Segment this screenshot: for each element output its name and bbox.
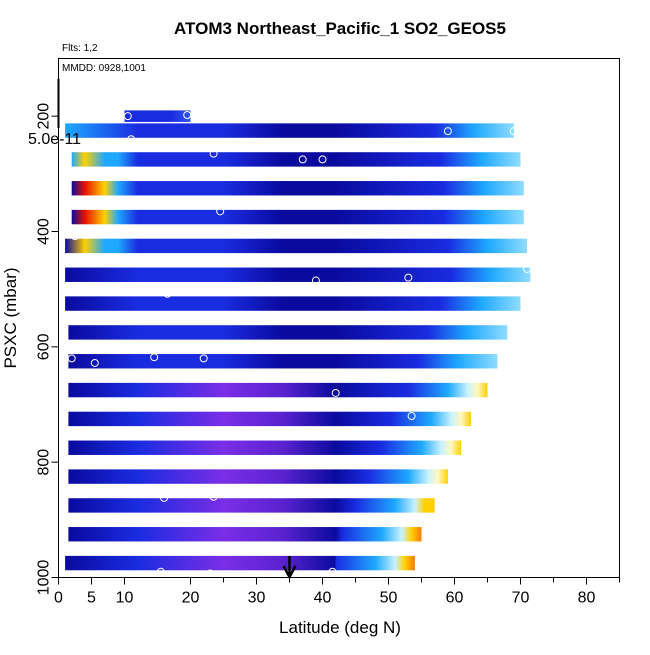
sample-point bbox=[206, 569, 215, 578]
sample-point bbox=[523, 264, 532, 273]
sample-point bbox=[183, 111, 192, 120]
sample-point bbox=[311, 276, 320, 285]
heatmap-row bbox=[65, 123, 514, 138]
heatmap-row bbox=[71, 152, 521, 167]
heatmap-row bbox=[71, 181, 524, 196]
sample-point bbox=[90, 358, 99, 367]
y-tick-label: 600 bbox=[36, 333, 53, 360]
y-axis-label: PSXC (mbar) bbox=[1, 267, 20, 368]
heatmap-row bbox=[68, 498, 435, 513]
plot-area bbox=[65, 110, 531, 571]
heatmap-row bbox=[65, 238, 528, 254]
sample-point bbox=[328, 567, 337, 576]
sample-point bbox=[298, 155, 307, 164]
latitude-marker bbox=[282, 556, 297, 580]
x-tick-label: 50 bbox=[380, 590, 398, 607]
sample-point bbox=[509, 127, 518, 136]
sample-point bbox=[104, 253, 112, 262]
x-tick-label: 30 bbox=[248, 590, 266, 607]
sample-point bbox=[216, 207, 225, 216]
sample-point bbox=[127, 135, 136, 144]
arrow-head bbox=[282, 565, 297, 580]
sample-points bbox=[61, 111, 532, 579]
heatmap-row bbox=[68, 382, 488, 398]
plot-frame bbox=[58, 58, 620, 578]
sample-point bbox=[209, 149, 218, 158]
dates-subtitle: MMDD: 0928,1001 bbox=[62, 63, 146, 74]
sample-point bbox=[196, 227, 205, 236]
x-axis-label: Latitude (deg N) bbox=[279, 618, 401, 637]
sample-point bbox=[325, 282, 334, 291]
x-tick-label: 5 bbox=[87, 590, 96, 607]
sample-point bbox=[67, 354, 76, 363]
sample-point bbox=[443, 127, 452, 136]
flights-subtitle: Flts: 1,2 bbox=[62, 43, 98, 54]
sample-point bbox=[209, 492, 218, 501]
y-tick-label: 400 bbox=[36, 218, 53, 245]
heatmap-row bbox=[65, 555, 415, 571]
x-tick-label: 80 bbox=[578, 590, 596, 607]
heatmap-row bbox=[124, 110, 191, 122]
y-tick-label: 800 bbox=[36, 449, 53, 476]
chart-title: ATOM3 Northeast_Pacific_1 SO2_GEOS5 bbox=[174, 19, 506, 38]
sample-point bbox=[150, 353, 159, 362]
x-tick-label: 10 bbox=[116, 590, 134, 607]
sample-point bbox=[318, 155, 327, 164]
sample-point bbox=[404, 273, 413, 282]
sample-point bbox=[156, 567, 165, 576]
sample-point bbox=[163, 289, 172, 298]
y-tick-label: 1000 bbox=[36, 560, 53, 596]
heatmap-row bbox=[68, 469, 448, 484]
heatmap-row bbox=[65, 296, 521, 311]
heatmap-row bbox=[68, 527, 422, 542]
heatmap-row bbox=[68, 411, 472, 427]
y-tick-label: 200 bbox=[36, 103, 53, 130]
x-tick-label: 60 bbox=[446, 590, 464, 607]
sample-point bbox=[160, 493, 169, 502]
axes: 0 5 10 20 30 40 50 60 70 80 200 400 600 800 1000 bbox=[36, 103, 620, 607]
sample-point bbox=[123, 112, 132, 121]
heatmap-row bbox=[71, 209, 524, 225]
sample-point bbox=[71, 232, 79, 241]
sample-point bbox=[311, 403, 320, 412]
x-tick-label: 20 bbox=[182, 590, 200, 607]
colorbar-max-label: 5.0e-11 bbox=[28, 131, 81, 148]
x-tick-label: 70 bbox=[512, 590, 530, 607]
heatmap-row bbox=[68, 354, 498, 369]
sample-point bbox=[354, 141, 363, 149]
sample-point bbox=[331, 388, 340, 397]
heatmap-row bbox=[68, 325, 508, 340]
sample-point bbox=[61, 570, 70, 579]
sample-point bbox=[407, 412, 416, 421]
sample-point bbox=[397, 141, 406, 149]
x-tick-label: 0 bbox=[54, 590, 63, 607]
sample-point bbox=[146, 227, 155, 236]
sample-point bbox=[87, 227, 96, 236]
heatmap-row bbox=[65, 267, 531, 282]
x-tick-label: 40 bbox=[314, 590, 332, 607]
heatmap-row bbox=[68, 440, 462, 455]
sample-point bbox=[199, 354, 208, 363]
